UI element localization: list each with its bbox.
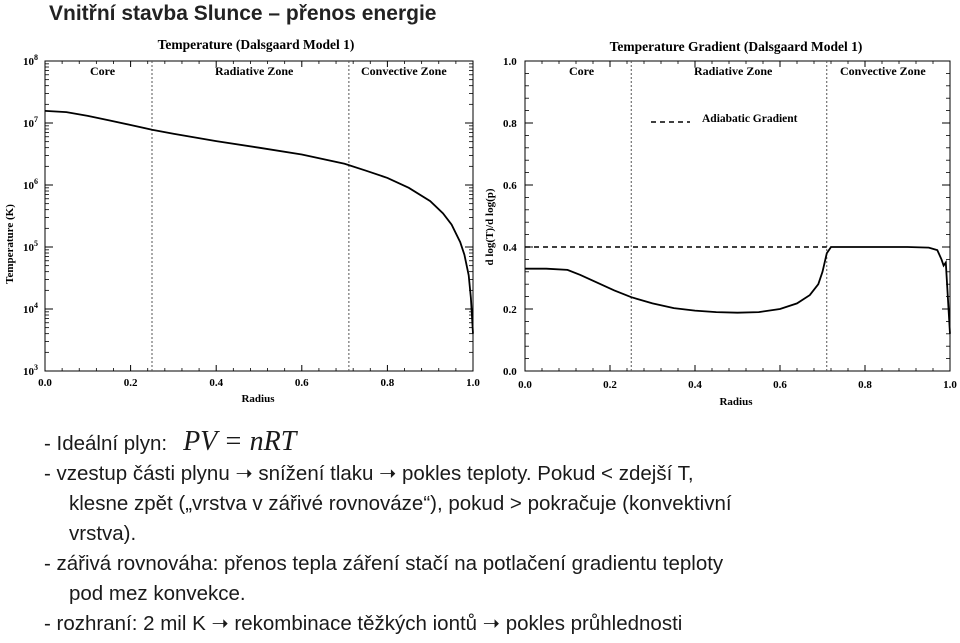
- chart1-zone-radiative: Radiative Zone: [215, 64, 294, 78]
- bullet-list: - Ideální plyn: PV = nRT - vzestup části …: [44, 427, 732, 639]
- ideal-gas-label: - Ideální plyn:: [44, 432, 168, 455]
- bullet-radiative-cont: pod mez konvekce.: [69, 582, 246, 605]
- chart2-y-tick-label: 0.6: [503, 180, 517, 192]
- chart2-x-tick-label: 0.2: [603, 379, 617, 391]
- arrow-right-icon: ➝: [235, 462, 253, 485]
- chart1-title: Temperature (Dalsgaard Model 1): [158, 37, 355, 52]
- rise-text-a: - vzestup části plynu: [44, 462, 230, 485]
- chart1-plot-frame: [44, 60, 474, 372]
- chart2-y-tick-label: 0.8: [503, 118, 517, 130]
- bullet-radiative-equilibrium: - zářivá rovnováha: přenos tepla záření …: [44, 552, 724, 575]
- chart2-title: Temperature Gradient (Dalsgaard Model 1): [610, 39, 863, 54]
- chart2-y-label: d log(T)/d log(p): [484, 188, 496, 265]
- temperature-curve: [44, 110, 474, 334]
- chart2-x-tick-label: 0.0: [518, 379, 532, 391]
- slide-title: Vnitřní stavba Slunce – přenos energie: [49, 2, 437, 25]
- bullet-rise: - vzestup části plynu ➝ snížení tlaku ➝ …: [44, 459, 732, 489]
- bullet-ideal-gas: - Ideální plyn: PV = nRT: [44, 427, 732, 459]
- chart1-x-label: Radius: [241, 393, 275, 405]
- arrow-right-icon: ➝: [211, 612, 229, 635]
- chart2-zone-convective: Convective Zone: [840, 64, 926, 78]
- chart1-y-label: Temperature (K): [4, 204, 16, 284]
- rise-text-c: pokles teploty. Pokud < zdejší T,: [402, 462, 694, 485]
- chart2-y-tick-label: 0.2: [503, 304, 517, 316]
- rise-text-b: snížení tlaku: [258, 462, 374, 485]
- bullet-rise-cont2: vrstva).: [69, 522, 137, 545]
- chart1-y-tick-label: 107: [23, 115, 38, 130]
- chart2-zone-core: Core: [569, 64, 595, 78]
- chart1-y-tick-label: 108: [23, 53, 38, 68]
- chart2-x-tick-label: 0.4: [688, 379, 702, 391]
- chart2-x-tick-label: 1.0: [943, 379, 957, 391]
- chart1-y-tick-label: 105: [23, 239, 38, 254]
- interface-text-c: pokles průhlednosti: [505, 612, 683, 635]
- chart2-y-tick-label: 1.0: [503, 56, 517, 68]
- legend-adiabatic-label: Adiabatic Gradient: [702, 113, 798, 125]
- interface-text-a: - rozhraní: 2 mil K: [44, 612, 206, 635]
- arrow-right-icon: ➝: [482, 612, 500, 635]
- chart1-y-tick-label: 106: [23, 177, 38, 192]
- arrow-right-icon: ➝: [379, 462, 397, 485]
- chart1-x-tick-label: 1.0: [466, 377, 480, 389]
- chart1-x-tick-label: 0.6: [295, 377, 309, 389]
- chart1-x-tick-label: 0.0: [38, 377, 52, 389]
- chart1-y-tick-label: 103: [23, 363, 38, 378]
- chart1-zone-core: Core: [90, 64, 116, 78]
- gradient-curve: [525, 246, 951, 334]
- gradient-chart: Temperature Gradient (Dalsgaard Model 1)…: [484, 39, 957, 408]
- ideal-gas-formula: PV = nRT: [183, 426, 297, 457]
- chart2-x-label: Radius: [719, 396, 753, 408]
- temperature-chart: Temperature (Dalsgaard Model 1) Temperat…: [4, 37, 480, 405]
- chart1-x-tick-label: 0.2: [124, 377, 138, 389]
- chart1-x-tick-label: 0.4: [209, 377, 223, 389]
- chart2-zone-radiative: Radiative Zone: [694, 64, 773, 78]
- bullet-interface: - rozhraní: 2 mil K ➝ rekombinace těžkýc…: [44, 609, 732, 639]
- chart1-zone-convective: Convective Zone: [361, 64, 447, 78]
- chart2-plot-frame: [524, 60, 951, 372]
- chart1-x-tick-label: 0.8: [381, 377, 395, 389]
- chart2-x-tick-label: 0.8: [858, 379, 872, 391]
- chart2-y-tick-label: 0.0: [503, 366, 517, 378]
- interface-text-b: rekombinace těžkých iontů: [234, 612, 478, 635]
- chart2-y-tick-label: 0.4: [503, 242, 517, 254]
- bullet-rise-cont1: klesne zpět („vrstva v zářivé rovnováze“…: [69, 492, 732, 515]
- chart2-x-tick-label: 0.6: [773, 379, 787, 391]
- chart1-y-tick-label: 104: [23, 301, 38, 316]
